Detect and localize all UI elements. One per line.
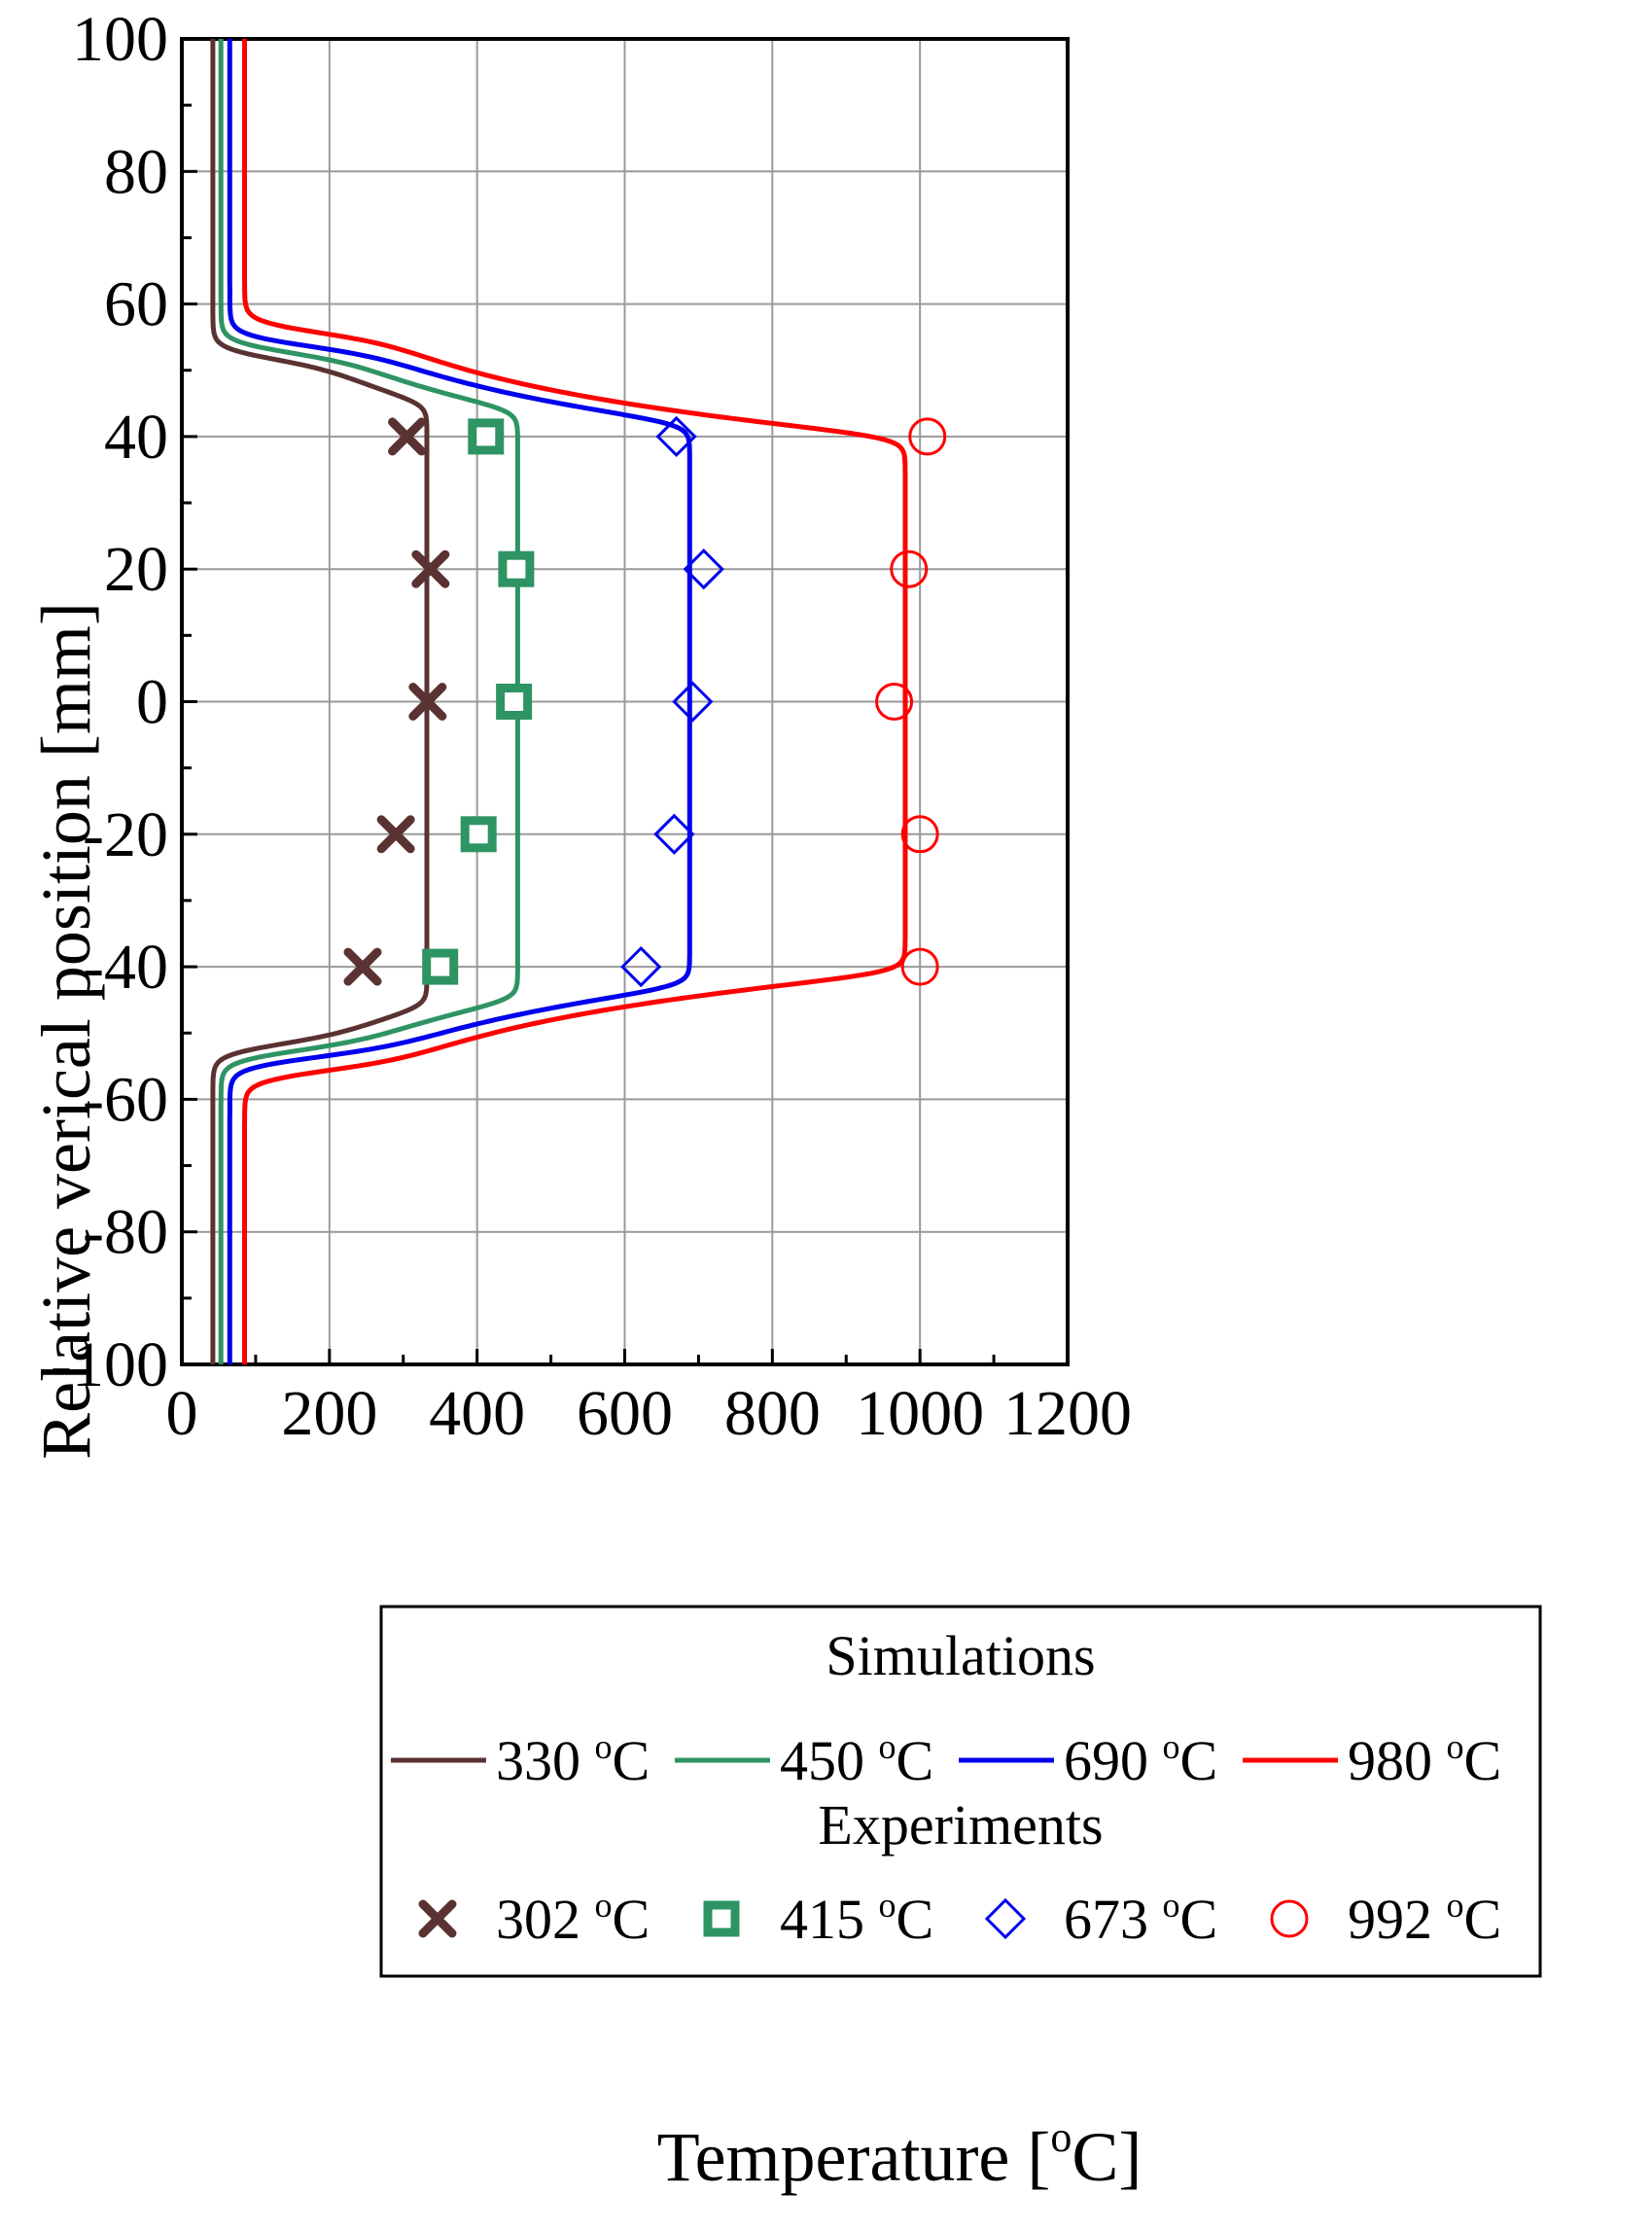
sim-line-980 [242,38,908,1365]
x-tick-label: 0 [166,1378,198,1449]
x-axis-label: Temperature [oC] [657,2113,1142,2196]
legend-experiments-title: Experiments [818,1793,1103,1857]
legend-marker-415 [703,1900,740,1937]
y-axis-label: Relative verical position [mm] [27,602,105,1460]
legend-marker-992 [1270,1899,1309,1938]
exp-point-302 [408,683,447,721]
x-tick-label: 200 [281,1378,377,1449]
ticks: 0 200 400 600 800 1000 1200 -100 -80 -60 -40 -20 0 20… [51,4,1132,1449]
x-tick-label: 400 [429,1378,525,1449]
legend-box [379,1605,1542,1978]
exp-point-992 [908,417,947,456]
sim-line-690 [227,38,692,1365]
legend-simulations-title: Simulations [826,1624,1095,1687]
exp-point-992 [890,549,929,588]
exp-point-673 [653,813,695,855]
legend: Simulations Experiments 330 oC 450 oC 690 … [379,1605,1542,1978]
legend-sim-label-450: 450 oC [780,1727,933,1792]
x-tick-label: 1000 [856,1378,984,1449]
y-tick-label: 40 [104,402,168,473]
exp-point-992 [900,947,939,986]
x-tick-label: 1200 [1003,1378,1132,1449]
legend-sim-label-980: 980 oC [1348,1727,1501,1792]
y-tick-label: -40 [83,932,168,1003]
exp-point-415 [496,684,533,720]
y-tick-label: -100 [51,1329,168,1400]
y-tick-label: -60 [83,1064,168,1135]
exp-point-415 [498,550,535,587]
exp-point-415 [468,418,505,455]
exp-point-673 [655,415,697,458]
legend-marker-673 [984,1897,1027,1940]
y-tick-label: 100 [72,4,168,75]
y-tick-label: 20 [104,534,168,605]
legend-sim-label-690: 690 oC [1064,1727,1217,1792]
exp-point-302 [388,417,427,456]
y-tick-label: 0 [136,667,168,738]
exp-point-673 [683,548,724,590]
legend-exp-label-673: 673 oC [1064,1886,1217,1951]
legend-simulations: 330 oC 450 oC 690 oC 980 oC [391,1727,1501,1792]
y-tick-label: -20 [83,799,168,870]
exp-point-415 [460,816,497,853]
exp-point-992 [875,683,914,721]
legend-sim-label-330: 330 oC [496,1727,650,1792]
y-tick-label: -80 [83,1197,168,1268]
legend-experiments: 302 oC 415 oC 673 oC 992 oC [418,1886,1501,1951]
legend-exp-label-302: 302 oC [496,1886,650,1951]
x-tick-label: 800 [724,1378,821,1449]
y-tick-label: 60 [104,269,168,340]
y-tick-label: 80 [104,136,168,207]
exp-point-673 [672,681,714,723]
exp-point-992 [900,815,939,854]
experiment-markers [343,415,947,988]
exp-point-302 [343,947,382,986]
legend-exp-label-992: 992 oC [1348,1886,1501,1951]
exp-point-673 [620,945,662,988]
legend-exp-label-415: 415 oC [780,1886,933,1951]
grid [182,39,1068,1364]
exp-point-302 [411,549,450,588]
x-tick-label: 600 [577,1378,673,1449]
exp-point-302 [376,815,415,854]
legend-marker-302 [418,1899,457,1938]
exp-point-415 [422,948,459,985]
